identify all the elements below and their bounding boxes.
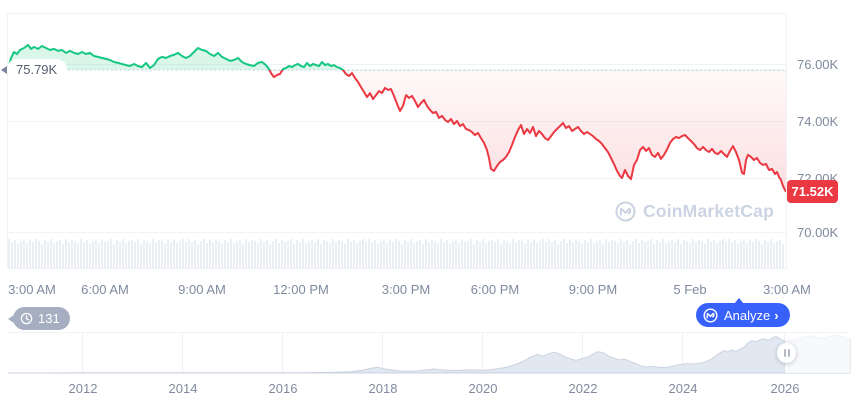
navigator-resize-handle[interactable] bbox=[777, 343, 796, 363]
price-line-green bbox=[8, 43, 345, 71]
navigator-year-label: 2018 bbox=[368, 381, 398, 396]
x-axis-label: 9:00 PM bbox=[568, 282, 618, 297]
navigator-year-label: 2022 bbox=[568, 381, 598, 396]
x-axis-label: 3:00 PM bbox=[381, 282, 431, 297]
price-line-red bbox=[8, 70, 786, 193]
x-axis-label: 5 Feb bbox=[673, 282, 707, 297]
navigator-year-label: 2020 bbox=[468, 381, 498, 396]
x-axis-label: 9:00 AM bbox=[178, 282, 226, 297]
x-axis-label: 6:00 AM bbox=[81, 282, 129, 297]
price-area-above-baseline bbox=[8, 44, 786, 71]
navigator-year-label: 2016 bbox=[268, 381, 298, 396]
coinmarketcap-watermark: CoinMarketCap bbox=[615, 201, 774, 222]
coinmarketcap-logo-icon bbox=[615, 201, 636, 222]
last-price-badge: 71.52K bbox=[787, 180, 838, 204]
chevron-right-icon: › bbox=[774, 307, 779, 323]
navigator-unselected-overlay bbox=[787, 333, 850, 373]
price-area-below-baseline bbox=[8, 70, 786, 192]
clock-history-icon bbox=[20, 312, 33, 325]
y-axis-label: 74.00K bbox=[797, 114, 839, 129]
navigator-year-label: 2014 bbox=[168, 381, 198, 396]
chart-card-border bbox=[7, 13, 787, 269]
y-axis-label: 70.00K bbox=[797, 225, 839, 240]
navigator-year-label: 2026 bbox=[770, 381, 800, 396]
x-axis-label: 3:00 AM bbox=[8, 282, 56, 297]
history-count: 131 bbox=[38, 311, 60, 326]
baseline-tick-arrow bbox=[1, 65, 7, 74]
history-count-badge[interactable]: 131 bbox=[8, 307, 70, 330]
analyze-logo-icon bbox=[703, 307, 718, 323]
baseline-price-label: 75.79K bbox=[8, 60, 67, 80]
volume-bars bbox=[8, 239, 784, 268]
navigator-history-area[interactable] bbox=[7, 334, 851, 374]
analyze-button[interactable]: Analyze › bbox=[696, 298, 790, 327]
watermark-text: CoinMarketCap bbox=[643, 201, 774, 221]
x-axis-label: 6:00 PM bbox=[470, 282, 520, 297]
x-axis-label: 12:00 PM bbox=[273, 282, 329, 297]
analyze-label: Analyze bbox=[724, 307, 771, 323]
navigator-year-label: 2012 bbox=[68, 381, 98, 396]
navigator-year-label: 2024 bbox=[668, 381, 698, 396]
x-axis-label: 3:00 AM bbox=[763, 282, 811, 297]
y-axis-label: 76.00K bbox=[797, 57, 839, 72]
